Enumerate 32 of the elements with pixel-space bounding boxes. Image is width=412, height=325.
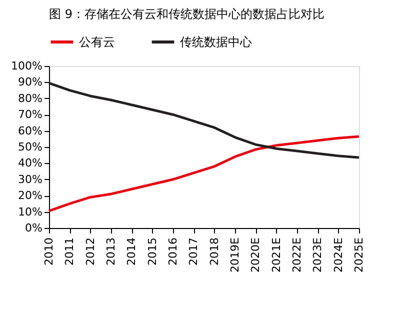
x-tick-label: 2015	[146, 238, 159, 266]
x-tick-label: 2017	[187, 238, 200, 266]
x-tick-label: 2013	[104, 238, 118, 266]
y-tick-label: 50%	[18, 140, 42, 154]
x-tick-label: 2010	[42, 238, 56, 266]
legend-label: 公有云	[79, 35, 115, 49]
x-tick-label: 2012	[84, 238, 97, 266]
y-tick-label: 40%	[18, 156, 42, 170]
y-tick-label: 100%	[11, 60, 42, 72]
x-tick-label: 2011	[63, 238, 76, 266]
line-series	[48, 82, 360, 159]
x-tick-label: 2023E	[311, 237, 324, 272]
x-tick-label: 2016	[166, 238, 180, 266]
x-tick-label: 2022E	[290, 237, 304, 272]
x-tick-label: 2020E	[249, 237, 262, 272]
x-tick-label: 2014	[125, 238, 138, 266]
x-tick-label: 2021E	[270, 237, 283, 272]
y-tick-label: 0%	[25, 222, 42, 234]
y-tick-label: 30%	[18, 172, 42, 186]
x-tick-label: 2024E	[332, 237, 345, 272]
legend-label: 传统数据中心	[180, 35, 252, 49]
y-tick-label: 10%	[18, 205, 42, 218]
y-tick-label: 20%	[18, 189, 42, 202]
chart-title: 图 9：存储在公有云和传统数据中心的数据占比对比	[49, 7, 324, 21]
line-series	[48, 135, 360, 212]
y-tick-label: 90%	[18, 76, 42, 89]
y-tick-label: 60%	[18, 124, 42, 138]
x-tick-label: 2018	[208, 238, 221, 266]
x-tick-label: 2025E	[352, 237, 366, 272]
y-tick-label: 80%	[18, 92, 42, 105]
y-tick-label: 70%	[18, 108, 42, 122]
x-tick-label: 2019E	[228, 237, 242, 272]
